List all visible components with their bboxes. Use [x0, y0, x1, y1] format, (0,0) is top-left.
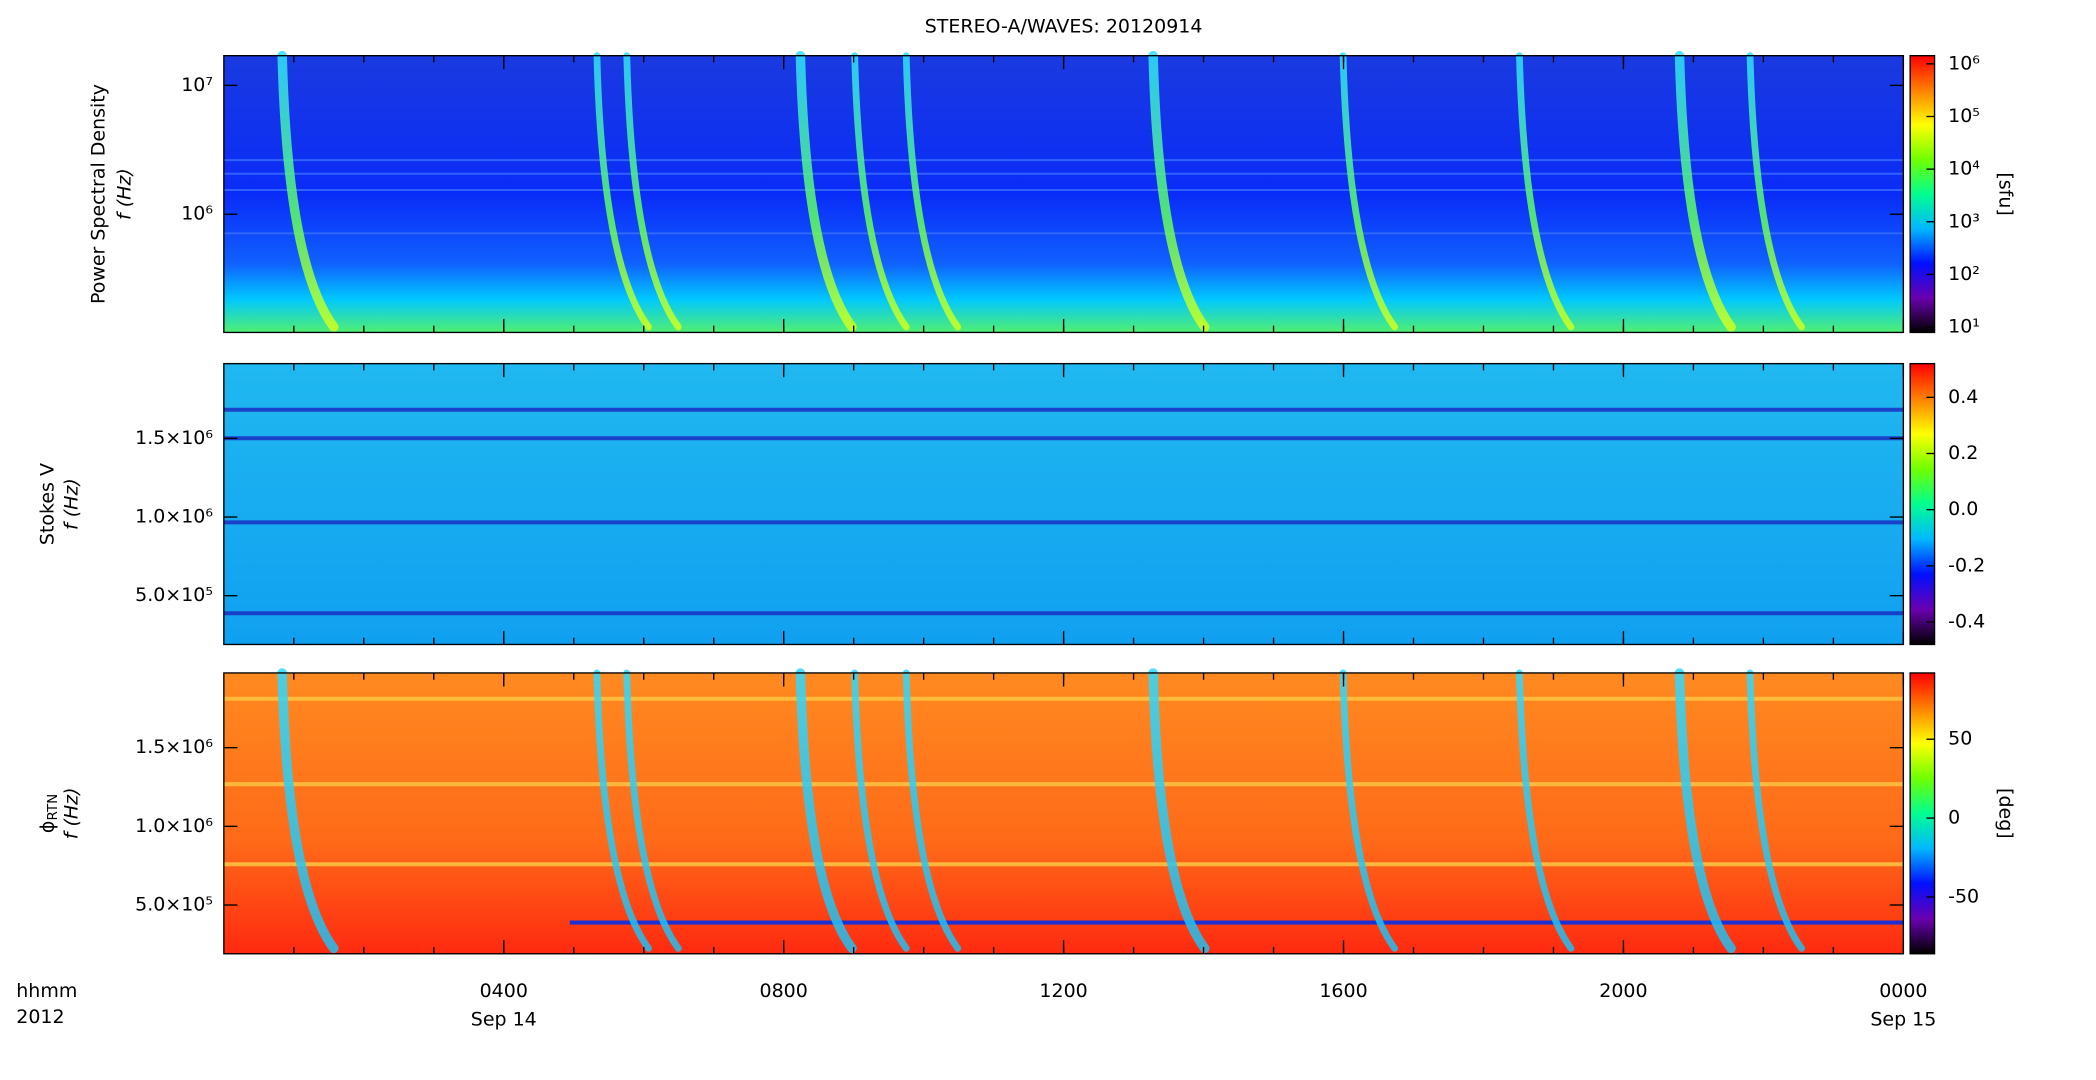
y-tick-label: 1.5×10⁶: [135, 736, 213, 758]
colorbar: [1909, 362, 1936, 646]
chart-title: STEREO-A/WAVES: 20120914: [925, 16, 1203, 38]
y-tick-label: 1.5×10⁶: [135, 427, 213, 449]
x-tick-label: 2000: [1599, 980, 1647, 1002]
colorbar-tick-label: -0.2: [1948, 554, 1985, 576]
colorbar: [1909, 55, 1936, 334]
y-tick-label: 10⁶: [181, 203, 213, 225]
colorbar-tick-label: 50: [1948, 728, 1972, 750]
colorbar-tick-label: -0.4: [1948, 610, 1985, 632]
colorbar-tick-label: 10³: [1948, 210, 1980, 232]
y-axis-label: f (Hz): [113, 168, 135, 220]
y-tick-label: 10⁷: [181, 74, 213, 96]
x-tick-label: 0400: [480, 980, 528, 1002]
colorbar-tick-label: 10²: [1948, 263, 1980, 285]
y-tick-label: 1.0×10⁶: [135, 506, 213, 528]
x-date-label: Sep 15: [1870, 1009, 1936, 1031]
colorbar-tick-label: 10¹: [1948, 316, 1980, 338]
y-tick-label: 5.0×10⁵: [135, 584, 213, 606]
y-axis-label-symbol: ϕ: [36, 821, 58, 834]
y-axis-label: f (Hz): [60, 787, 82, 839]
spectrogram-background: [223, 50, 1904, 954]
y-axis-label: ϕRTN: [36, 794, 61, 833]
y-axis-label-symbol: Stokes V: [36, 463, 58, 545]
x-tick-label: 1600: [1319, 980, 1367, 1002]
colorbar-tick-label: 0.2: [1948, 442, 1978, 464]
colorbar-tick-label: 0: [1948, 807, 1960, 829]
y-axis-label-subscript: RTN: [45, 794, 61, 821]
colorbar-label: [sfu]: [1995, 172, 2017, 215]
x-date-label: Sep 14: [471, 1009, 537, 1031]
x-tick-label: 1200: [1039, 980, 1087, 1002]
colorbar-tick-label: 0.0: [1948, 498, 1978, 520]
y-tick-label: 5.0×10⁵: [135, 894, 213, 916]
colorbar-tick-label: 10⁵: [1948, 105, 1980, 127]
x-axis-label: 2012: [16, 1006, 64, 1028]
colorbar-tick-label: -50: [1948, 885, 1979, 907]
y-axis-label: Power Spectral Density: [88, 84, 110, 304]
y-axis-label: Stokes V: [36, 463, 58, 545]
colorbar: [1909, 672, 1936, 955]
x-tick-label: 0000: [1879, 980, 1927, 1002]
y-axis-label: f (Hz): [60, 478, 82, 530]
x-axis-label: hhmm: [16, 980, 77, 1002]
colorbar-tick-label: 10⁴: [1948, 158, 1980, 180]
x-tick-label: 0800: [760, 980, 808, 1002]
colorbar-tick-label: 0.4: [1948, 386, 1978, 408]
colorbar-tick-label: 10⁶: [1948, 52, 1980, 74]
colorbar-label: [deg]: [1995, 788, 2017, 839]
y-tick-label: 1.0×10⁶: [135, 815, 213, 837]
